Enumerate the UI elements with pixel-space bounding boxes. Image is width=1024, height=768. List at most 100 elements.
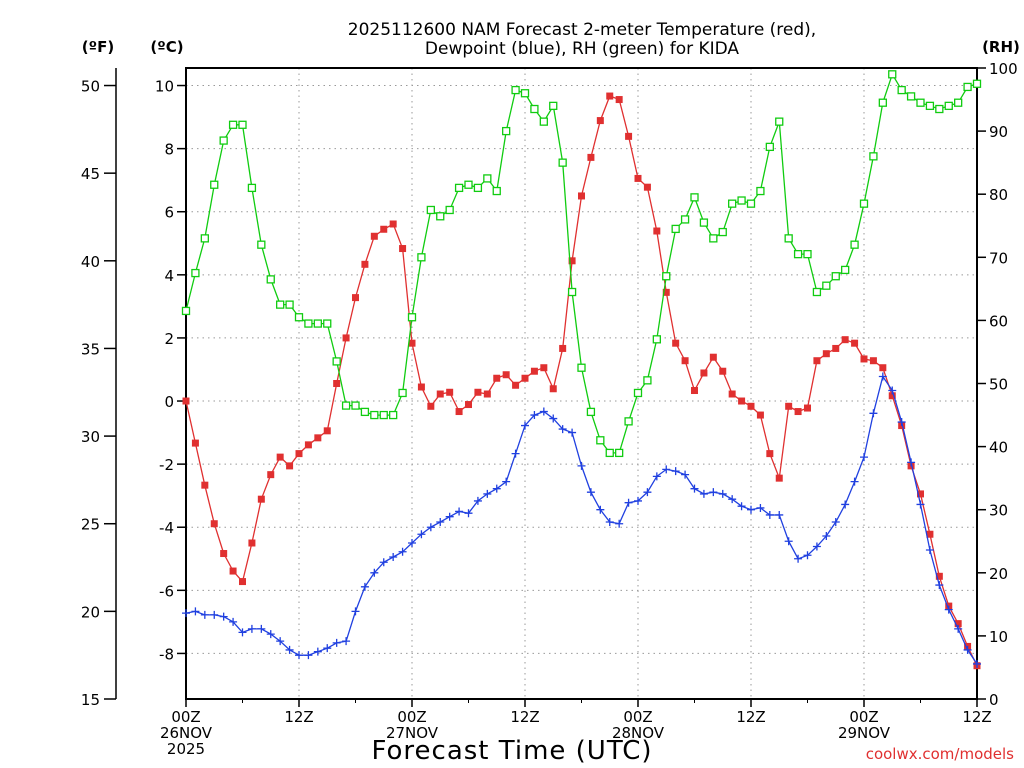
data-point [916,98,925,107]
data-point [625,132,633,140]
rh-tick-label: 10 [989,628,1008,646]
data-point [210,520,218,528]
data-point [445,512,454,521]
data-point [417,530,426,539]
data-point [879,364,887,372]
data-point [718,227,727,237]
data-point [784,537,793,546]
data-point [530,104,539,114]
data-point [567,287,577,297]
time-tick-label: 00Z [849,708,878,726]
celsius-tick-label: -2 [159,456,174,474]
data-point [266,630,275,639]
data-point [643,488,652,497]
data-point [314,434,322,442]
data-point [398,547,407,556]
data-point [304,441,312,449]
celsius-tick-label: 8 [164,141,174,159]
series-line [185,374,978,665]
data-point [182,397,190,405]
data-point [181,306,191,316]
source-credit: coolwx.com/models [866,745,1014,763]
data-point [464,180,473,189]
data-point [699,218,709,227]
rh-tick-label: 70 [989,249,1008,267]
data-point [558,425,567,434]
data-point [295,450,303,458]
data-point [191,607,200,616]
data-point [417,383,425,391]
data-point [352,294,359,302]
data-point [925,101,935,111]
time-tick-label: 00Z [171,708,200,726]
data-point [426,205,435,215]
data-point [379,558,388,567]
data-point [709,353,717,361]
data-point [559,344,567,352]
data-point [794,554,803,563]
data-point [333,380,341,387]
data-point [539,117,548,126]
data-point [370,410,379,420]
data-point [587,153,595,161]
data-point [944,101,953,111]
data-point [502,371,510,379]
data-point [804,404,811,412]
data-point [935,104,944,114]
data-point [530,367,538,375]
data-point [286,462,294,470]
data-point [803,249,812,259]
fahrenheit-tick-label: 30 [81,428,100,446]
data-point [634,496,642,505]
data-point [454,183,464,193]
data-point [549,385,557,393]
data-point [294,313,304,322]
data-point [540,364,548,372]
data-point [888,392,896,400]
data-point [832,344,840,352]
data-point [464,509,473,518]
data-point [851,339,859,347]
data-point [379,410,388,420]
data-point [408,339,416,347]
rh-tick-label: 0 [989,691,999,709]
data-point [398,388,407,398]
fahrenheit-tick-label: 25 [81,516,100,534]
rh-tick-label: 60 [989,312,1008,330]
data-point [370,232,378,240]
data-point [332,638,341,647]
rh-tick-label: 30 [989,502,1008,520]
data-point [917,490,924,498]
data-point [954,620,962,628]
data-point [709,234,718,243]
data-point [257,240,266,249]
data-point [323,427,331,435]
data-point [313,319,322,328]
fahrenheit-axis-ticks: 15 20 25 30 35 40 45 50 [81,78,116,709]
data-point [511,85,520,95]
time-tick-label: 00Z [397,708,426,726]
data-point [492,186,501,196]
data-point [455,507,464,516]
data-point [662,288,670,296]
data-point [785,402,793,410]
data-point [426,523,435,532]
fahrenheit-unit-label: (ºF) [82,38,114,56]
data-point [691,387,698,395]
celsius-tick-label: 0 [164,393,174,411]
data-point [568,428,577,437]
data-point [342,637,351,646]
data-point [408,539,416,548]
time-tick-label: 27NOV [386,724,439,742]
fahrenheit-tick-label: 45 [81,165,100,183]
data-point [512,381,520,389]
data-point [492,484,501,493]
data-point [521,374,529,382]
data-point [257,495,265,503]
data-point [954,98,963,107]
data-point [812,542,821,551]
data-point [700,369,708,377]
data-point [624,417,633,426]
data-point [577,461,586,470]
data-point [276,453,284,461]
